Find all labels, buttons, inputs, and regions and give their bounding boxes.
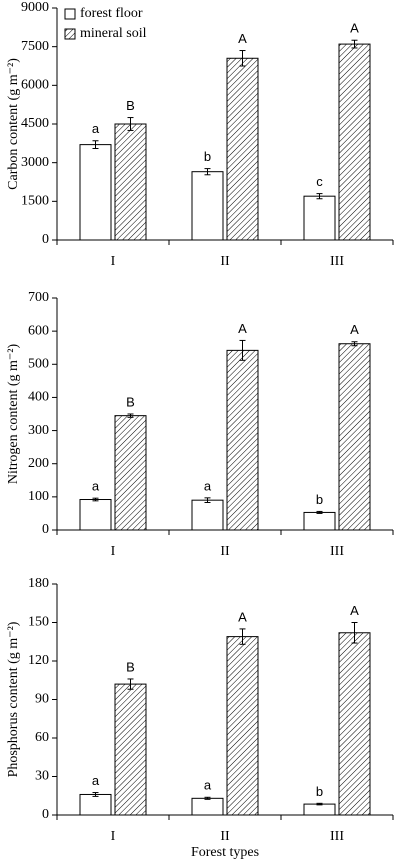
y-axis-label: Nitrogen content (g m⁻²): [6, 344, 21, 485]
bar: [79, 793, 112, 816]
x-tick-label: II: [220, 829, 230, 844]
x-tick-label: III: [330, 544, 344, 559]
y-axis-label: Phosphorus content (g m⁻²): [6, 621, 21, 777]
y-tick-label: 200: [28, 456, 49, 471]
bar: [338, 632, 371, 816]
bar: [303, 803, 336, 816]
legend-label: forest floor: [80, 6, 143, 21]
x-tick-label: I: [111, 544, 116, 559]
significance-letter: A: [350, 21, 359, 36]
y-tick-label: 300: [28, 423, 49, 438]
significance-letter: B: [126, 659, 135, 674]
y-tick-label: 6000: [21, 78, 49, 93]
bar: [338, 43, 371, 241]
y-tick-label: 1500: [21, 194, 49, 209]
bar: [79, 499, 112, 531]
x-tick-label: III: [330, 829, 344, 844]
legend-swatch: [64, 28, 76, 40]
y-tick-label: 90: [35, 692, 49, 707]
bar: [79, 144, 112, 241]
bar: [226, 349, 259, 531]
y-tick-label: 500: [28, 357, 49, 372]
bar: [114, 415, 147, 531]
y-axis-label: Carbon content (g m⁻²): [6, 58, 21, 190]
y-tick-label: 120: [28, 653, 49, 668]
bar: [226, 57, 259, 241]
y-tick-label: 0: [42, 232, 49, 247]
bar: [338, 343, 371, 531]
y-tick-label: 400: [28, 390, 49, 405]
significance-letter: A: [238, 31, 247, 46]
significance-letter: a: [92, 773, 100, 788]
significance-letter: a: [92, 479, 100, 494]
legend-swatch: [64, 8, 76, 20]
y-tick-label: 700: [28, 290, 49, 305]
significance-letter: A: [350, 603, 359, 618]
x-axis-label: Forest types: [191, 845, 259, 860]
significance-letter: c: [316, 174, 323, 189]
y-tick-label: 4500: [21, 116, 49, 131]
x-tick-label: II: [220, 254, 230, 269]
x-tick-label: I: [111, 829, 116, 844]
significance-letter: A: [238, 609, 247, 624]
significance-letter: a: [92, 121, 100, 136]
legend-label: mineral soil: [80, 26, 147, 41]
bar: [191, 499, 224, 531]
significance-letter: A: [350, 322, 359, 337]
y-tick-label: 180: [28, 576, 49, 591]
x-tick-label: III: [330, 254, 344, 269]
significance-letter: b: [316, 784, 323, 799]
significance-letter: a: [204, 778, 212, 793]
bar: [303, 511, 336, 531]
significance-letter: a: [204, 478, 212, 493]
bar: [114, 683, 147, 816]
y-tick-label: 0: [42, 807, 49, 822]
bar: [191, 797, 224, 816]
x-tick-label: II: [220, 544, 230, 559]
y-tick-label: 60: [35, 730, 49, 745]
significance-letter: A: [238, 321, 247, 336]
bar: [303, 195, 336, 241]
significance-letter: B: [126, 98, 135, 113]
x-tick-label: I: [111, 254, 116, 269]
y-tick-label: 0: [42, 522, 49, 537]
bar: [114, 123, 147, 241]
y-tick-label: 7500: [21, 39, 49, 54]
y-tick-label: 9000: [21, 0, 49, 15]
y-tick-label: 30: [35, 769, 49, 784]
y-tick-label: 3000: [21, 155, 49, 170]
bar: [191, 171, 224, 241]
y-tick-label: 100: [28, 489, 49, 504]
significance-letter: B: [126, 394, 135, 409]
bar: [226, 636, 259, 816]
significance-letter: b: [204, 149, 211, 164]
significance-letter: b: [316, 492, 323, 507]
y-tick-label: 600: [28, 323, 49, 338]
y-tick-label: 150: [28, 615, 49, 630]
